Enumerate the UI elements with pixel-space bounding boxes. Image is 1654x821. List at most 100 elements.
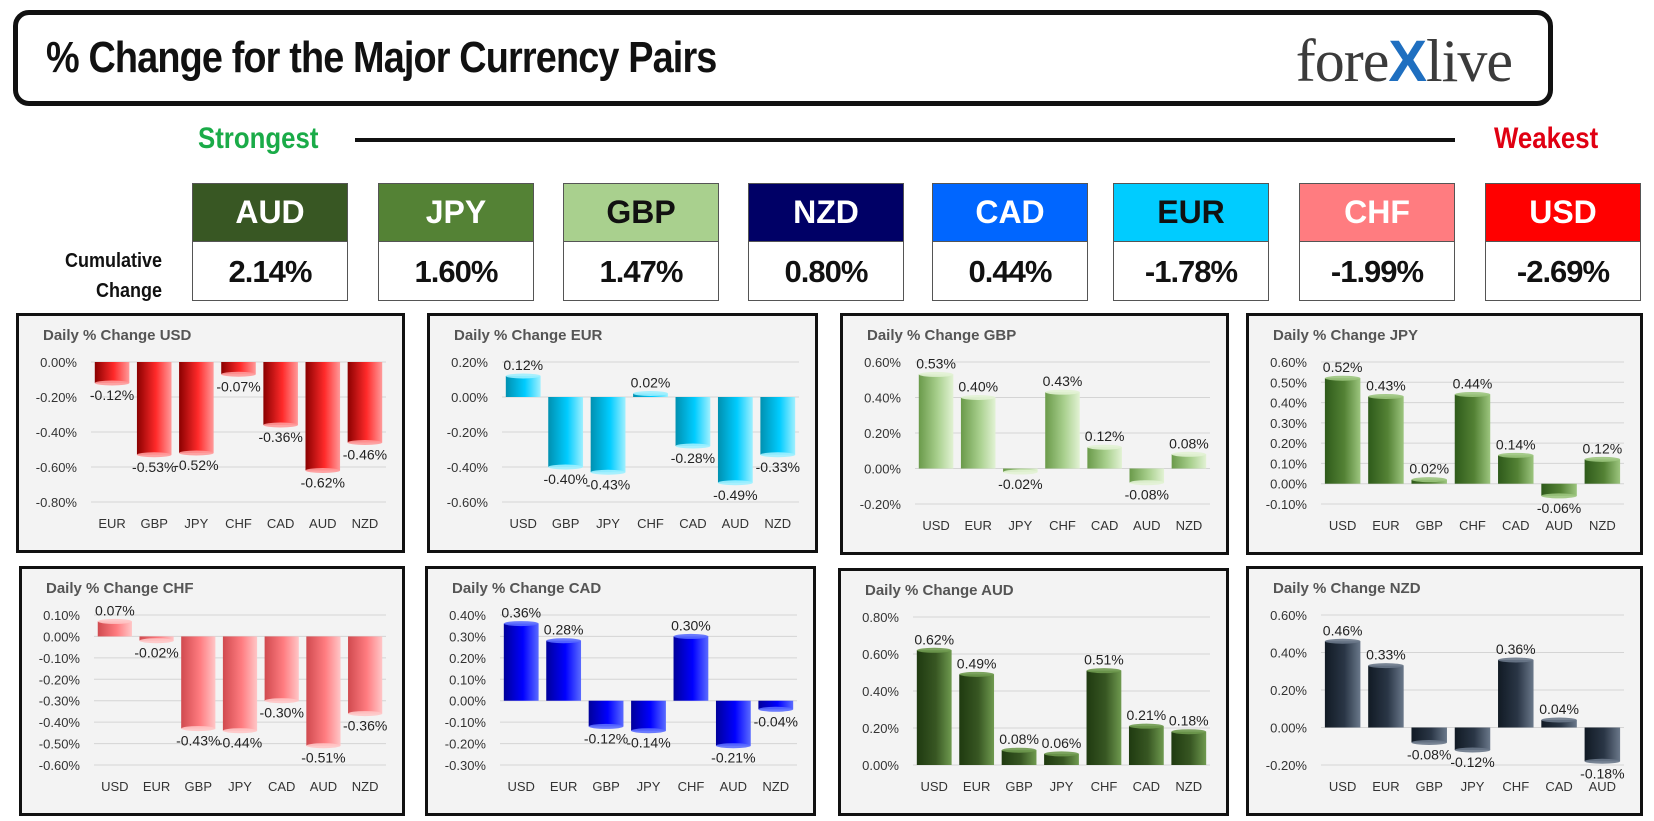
- chart-cad: Daily % Change CAD 0.40% 0.30% 0.20% 0.10% 0.…: [445, 580, 798, 794]
- cumulative-label-line1: Cumulative: [64, 250, 162, 272]
- bar-usd: [916, 650, 952, 765]
- data-label: 0.21%: [1127, 707, 1167, 723]
- bar-jpy: [1454, 727, 1491, 750]
- x-tick-label: JPY: [1461, 779, 1485, 794]
- bar-cap: [222, 728, 258, 734]
- logo-text-right: live: [1426, 28, 1513, 94]
- y-tick-label: -0.20%: [860, 497, 902, 512]
- y-tick-label: 0.60%: [1270, 608, 1307, 623]
- x-tick-label: NZD: [764, 516, 791, 531]
- bar-cap: [960, 395, 996, 400]
- y-tick-label: -0.40%: [36, 425, 78, 440]
- cumulative-label-line2: Change: [95, 280, 162, 302]
- chart-title: Daily % Change NZD: [1273, 580, 1421, 597]
- chart-title: Daily % Change JPY: [1273, 327, 1418, 344]
- bar-gbp: [588, 700, 624, 727]
- bar-usd: [503, 623, 539, 701]
- chart-nzd: Daily % Change NZD 0.60% 0.40% 0.20% 0.00% -0…: [1266, 580, 1625, 794]
- data-label: 0.14%: [1496, 436, 1536, 452]
- y-tick-label: 0.80%: [862, 610, 899, 625]
- x-tick-label: AUD: [1545, 518, 1572, 533]
- cumulative-change-label: Cumulative Change: [56, 246, 162, 306]
- data-label: 0.08%: [999, 731, 1039, 747]
- data-label: 0.51%: [1084, 652, 1124, 668]
- x-tick-label: CAD: [1545, 779, 1572, 794]
- x-tick-label: JPY: [1050, 779, 1074, 794]
- y-tick-label: 0.10%: [1270, 456, 1307, 471]
- x-tick-label: CHF: [1459, 518, 1486, 533]
- data-label: -0.43%: [176, 733, 220, 749]
- bar-nzd: [758, 700, 794, 710]
- bar-cap: [1087, 444, 1122, 450]
- chart-panel-chf: Daily % Change CHF 0.10% 0.00% -0.10% -0.20%…: [19, 566, 405, 816]
- chart-panel-eur: Daily % Change EUR 0.20% 0.00% -0.20% -0.40%…: [427, 313, 818, 553]
- data-label: 0.06%: [1042, 735, 1082, 751]
- data-label: 0.02%: [631, 375, 671, 391]
- bar-cap: [673, 633, 709, 639]
- y-tick-label: 0.60%: [1270, 355, 1307, 370]
- data-label: -0.40%: [543, 471, 587, 487]
- currency-name: CAD: [933, 184, 1087, 242]
- y-tick-label: 0.20%: [451, 355, 488, 370]
- bar-cap: [264, 698, 299, 704]
- bar-cap: [1584, 758, 1621, 764]
- data-label: 0.04%: [1539, 701, 1579, 717]
- y-tick-label: 0.00%: [43, 629, 80, 644]
- bar-usd: [918, 374, 954, 469]
- x-tick-label: CHF: [678, 779, 705, 794]
- bar-eur: [960, 397, 996, 469]
- x-tick-label: USD: [920, 779, 947, 794]
- bar-jpy: [222, 636, 258, 731]
- y-tick-label: -0.30%: [39, 694, 81, 709]
- currency-cell-aud: AUD 2.14%: [192, 183, 348, 301]
- x-tick-label: EUR: [98, 516, 125, 531]
- bar-cap: [1324, 638, 1361, 644]
- y-tick-label: 0.00%: [864, 462, 901, 477]
- chart-panel-cad: Daily % Change CAD 0.40% 0.30% 0.20% 0.10% 0.…: [425, 566, 816, 816]
- x-tick-label: CHF: [225, 516, 252, 531]
- currency-name: AUD: [193, 184, 347, 242]
- bar-cap: [1171, 451, 1207, 457]
- bar-nzd: [348, 636, 383, 714]
- bar-cap: [1324, 375, 1361, 381]
- bar-eur: [1368, 665, 1404, 728]
- x-tick-label: NZD: [352, 779, 379, 794]
- bar-cap: [631, 728, 666, 734]
- bar-cap: [181, 726, 216, 732]
- x-tick-label: AUD: [310, 779, 337, 794]
- chart-title: Daily % Change CHF: [46, 580, 194, 597]
- chart-chf: Daily % Change CHF 0.10% 0.00% -0.10% -0.20%…: [39, 580, 388, 794]
- cumulative-change-value: -1.99%: [1330, 254, 1424, 289]
- cumulative-change-value: -2.69%: [1516, 254, 1610, 289]
- chart-panel-aud: Daily % Change AUD 0.80% 0.60% 0.40% 0.20% 0.…: [838, 568, 1229, 816]
- cumulative-change-value: -1.78%: [1144, 254, 1238, 289]
- cumulative-change-value: 2.14%: [228, 254, 313, 289]
- weakest-label: Weakest: [1494, 122, 1599, 155]
- data-label: -0.62%: [301, 475, 345, 491]
- y-tick-label: 0.40%: [1270, 646, 1307, 661]
- bar-nzd: [760, 397, 796, 455]
- y-tick-label: -0.50%: [39, 737, 81, 752]
- x-tick-label: CHF: [1502, 779, 1529, 794]
- y-tick-label: 0.10%: [449, 672, 486, 687]
- x-tick-label: EUR: [143, 779, 170, 794]
- bar-cad: [1541, 720, 1577, 728]
- bar-cap: [503, 621, 539, 627]
- bar-cap: [1171, 729, 1207, 735]
- data-label: 0.44%: [1453, 375, 1493, 391]
- chart-eur: Daily % Change EUR 0.20% 0.00% -0.20% -0.40%…: [447, 327, 800, 531]
- currency-cell-chf: CHF -1.99%: [1299, 183, 1455, 301]
- y-tick-label: 0.20%: [1270, 683, 1307, 698]
- x-tick-label: EUR: [964, 518, 991, 533]
- bar-chf: [221, 362, 256, 375]
- y-tick-label: 0.00%: [1270, 721, 1307, 736]
- y-tick-label: 0.50%: [1270, 375, 1307, 390]
- bar-cad: [1498, 455, 1534, 484]
- bar-eur: [959, 674, 995, 765]
- x-tick-label: CAD: [1133, 779, 1160, 794]
- chart-title: Daily % Change EUR: [454, 327, 603, 344]
- bar-nzd: [1584, 459, 1621, 484]
- x-tick-label: GBP: [1415, 518, 1442, 533]
- x-tick-label: JPY: [596, 516, 620, 531]
- y-tick-label: -0.20%: [445, 737, 487, 752]
